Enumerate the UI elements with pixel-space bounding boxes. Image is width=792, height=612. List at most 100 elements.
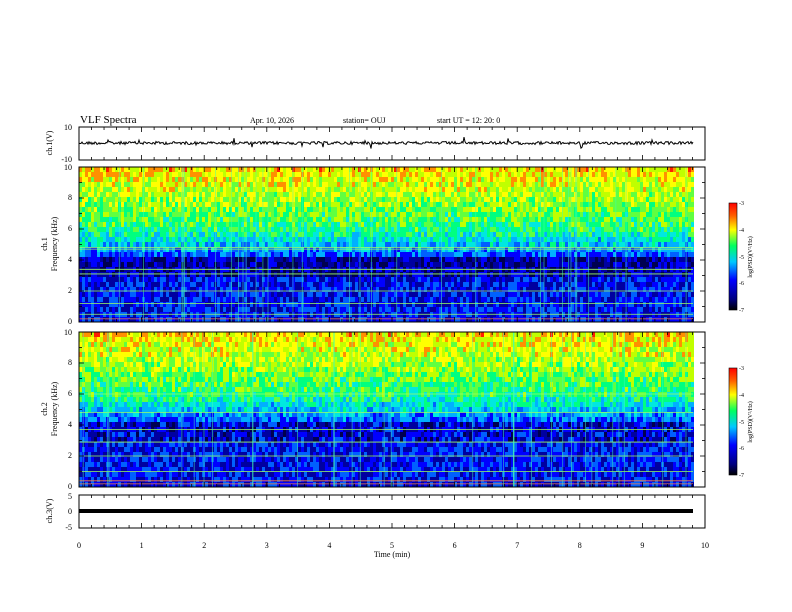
- spectrogram-cell: [487, 202, 490, 207]
- spectrogram-cell: [130, 177, 133, 182]
- spectrogram-cell: [406, 187, 409, 192]
- spectrogram-cell: [295, 272, 298, 277]
- spectrogram-cell: [433, 182, 436, 187]
- spectrogram-cell: [499, 317, 502, 322]
- spectrogram-cell: [175, 182, 178, 187]
- spectrogram-cell: [499, 302, 502, 307]
- spectrogram-cell: [283, 227, 286, 232]
- spectrogram-cell: [148, 192, 151, 197]
- spectrogram-cell: [145, 317, 148, 322]
- spectrogram-cell: [295, 197, 298, 202]
- spectrogram-cell: [553, 227, 556, 232]
- spectrogram-cell: [94, 277, 97, 282]
- spectrogram-cell: [421, 192, 424, 197]
- spectrogram-cell: [559, 237, 562, 242]
- spectrogram-cell: [394, 282, 397, 287]
- spectrogram-cell: [298, 197, 301, 202]
- spectrogram-cell: [139, 292, 142, 297]
- spectrogram-cell: [133, 237, 136, 242]
- spectrogram-cell: [328, 217, 331, 222]
- spectrogram-cell: [559, 232, 562, 237]
- spectrogram-cell: [448, 212, 451, 217]
- spectrogram-cell: [268, 297, 271, 302]
- spectrogram-cell: [430, 252, 433, 257]
- spectrogram-cell: [547, 227, 550, 232]
- spectrogram-cell: [352, 197, 355, 202]
- spectrogram-cell: [394, 212, 397, 217]
- spectrogram-cell: [547, 317, 550, 322]
- spectrogram-cell: [136, 282, 139, 287]
- spectrogram-cell: [367, 172, 370, 177]
- spectrogram-cell: [286, 197, 289, 202]
- spectrogram-cell: [85, 252, 88, 257]
- spectrogram-cell: [85, 207, 88, 212]
- spectrogram-cell: [556, 167, 559, 172]
- spectrogram-cell: [139, 177, 142, 182]
- spectrogram-cell: [169, 212, 172, 217]
- spectrogram-cell: [289, 257, 292, 262]
- spectrogram-cell: [91, 197, 94, 202]
- spectrogram-cell: [220, 222, 223, 227]
- spectrogram-cell: [136, 197, 139, 202]
- spectrogram-cell: [250, 297, 253, 302]
- spectrogram-cell: [385, 212, 388, 217]
- spectrogram-cell: [418, 272, 421, 277]
- spectrogram-cell: [466, 242, 469, 247]
- spectrogram-cell: [106, 302, 109, 307]
- spectrogram-cell: [85, 187, 88, 192]
- spectrogram-cell: [163, 277, 166, 282]
- spectrogram-cell: [493, 252, 496, 257]
- spectrogram-cell: [454, 217, 457, 222]
- spectrogram-cell: [553, 197, 556, 202]
- spectrogram-cell: [313, 232, 316, 237]
- spectrogram-cell: [421, 167, 424, 172]
- spectrogram-cell: [112, 292, 115, 297]
- spectrogram-cell: [466, 222, 469, 227]
- spectrogram-cell: [187, 272, 190, 277]
- spectrogram-cell: [361, 257, 364, 262]
- spectrogram-cell: [556, 232, 559, 237]
- spectrogram-cell: [235, 192, 238, 197]
- spectrogram-cell: [484, 237, 487, 242]
- spectrogram-cell: [106, 167, 109, 172]
- spectrogram-cell: [163, 177, 166, 182]
- spectrogram-cell: [475, 257, 478, 262]
- spectrogram-cell: [196, 187, 199, 192]
- spectrogram-cell: [271, 252, 274, 257]
- spectrogram-cell: [274, 222, 277, 227]
- spectrogram-cell: [154, 187, 157, 192]
- spectrogram-cell: [253, 302, 256, 307]
- spectrogram-cell: [379, 277, 382, 282]
- spectrogram-cell: [472, 182, 475, 187]
- spectrogram-cell: [529, 257, 532, 262]
- spectrogram-cell: [157, 227, 160, 232]
- spectrogram-cell: [493, 262, 496, 267]
- spectrogram-cell: [193, 232, 196, 237]
- spectrogram-cell: [493, 222, 496, 227]
- spectrogram-cell: [226, 237, 229, 242]
- spectrogram-cell: [400, 182, 403, 187]
- spectrogram-cell: [193, 222, 196, 227]
- spectrogram-cell: [322, 287, 325, 292]
- spectrogram-cell: [322, 292, 325, 297]
- spectrogram-cell: [448, 257, 451, 262]
- spectrogram-cell: [166, 277, 169, 282]
- spectrogram-cell: [127, 217, 130, 222]
- spectrogram-cell: [244, 262, 247, 267]
- spectrogram-cell: [328, 192, 331, 197]
- spectrogram-cell: [307, 207, 310, 212]
- spectrogram-cell: [358, 197, 361, 202]
- spectrogram-cell: [100, 287, 103, 292]
- spectrogram-cell: [184, 242, 187, 247]
- spectrogram-cell: [148, 287, 151, 292]
- spectrogram-cell: [412, 242, 415, 247]
- spectrogram-cell: [508, 182, 511, 187]
- spectrogram-cell: [541, 292, 544, 297]
- spectrogram-cell: [241, 302, 244, 307]
- spectrogram-cell: [355, 277, 358, 282]
- spectrogram-cell: [136, 187, 139, 192]
- spectrogram-cell: [310, 172, 313, 177]
- spectrogram-cell: [481, 212, 484, 217]
- spectrogram-cell: [127, 177, 130, 182]
- spectrogram-cell: [559, 272, 562, 277]
